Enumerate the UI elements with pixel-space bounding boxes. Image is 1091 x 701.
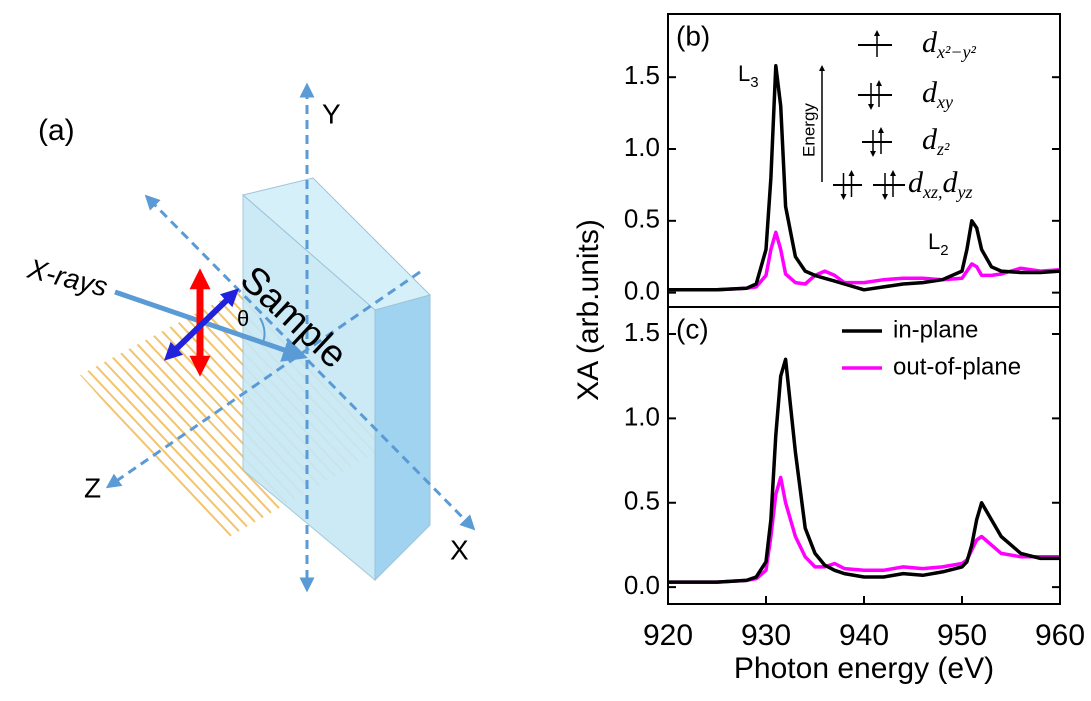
polarization-blue <box>163 288 240 361</box>
grating-line <box>80 370 232 537</box>
inset-axis-label: Energy <box>799 103 818 157</box>
y-tick-label: 0.5 <box>624 486 660 516</box>
orbital-main: d <box>922 26 938 59</box>
plot-frame <box>667 13 1061 308</box>
annotation-text: L <box>928 229 940 254</box>
legend-label: out-of-plane <box>893 353 1021 380</box>
grating-line <box>80 393 192 545</box>
x-tick-label: 930 <box>741 619 791 652</box>
axis-label: X <box>450 534 469 565</box>
data-line <box>668 475 1060 584</box>
grating-line <box>80 379 216 545</box>
orbital-sub: yz <box>956 182 973 202</box>
x-axis-line <box>144 194 476 531</box>
orbital-sub: z² <box>936 139 950 159</box>
x-tick-label: 960 <box>1035 619 1085 652</box>
x-tick-label: 940 <box>839 619 889 652</box>
legend-label: in-plane <box>893 316 978 343</box>
grating-line <box>99 356 256 523</box>
orbital-sub: xz, <box>922 182 943 202</box>
orbital-main: d <box>922 76 938 109</box>
y-tick-label: 1.0 <box>624 401 660 431</box>
y-tick-label: 1.0 <box>624 132 660 162</box>
orbital-main: d <box>908 166 924 199</box>
y-tick-label: 0.0 <box>624 570 660 600</box>
diagram: (a) Y X Z X-rays Sample θ <box>24 82 476 593</box>
y-axis-label: XA (arb.units) <box>572 219 605 401</box>
orbital-sub: xy <box>936 92 953 112</box>
x-tick-label: 920 <box>643 619 693 652</box>
grating-line <box>80 388 200 545</box>
orbital-sub: x²−y² <box>936 42 977 62</box>
y-tick-label: 1.5 <box>624 60 660 90</box>
annotation-sub: 3 <box>750 74 758 91</box>
orbital-main: d <box>943 166 959 199</box>
grating-line <box>80 374 224 542</box>
y-tick-label: 1.5 <box>624 317 660 347</box>
angle-label: θ <box>237 306 249 331</box>
orbital-label: dxz,dyz <box>908 166 973 202</box>
annotation-text: L <box>738 61 750 86</box>
panel-label: (a) <box>38 114 75 147</box>
x-tick-label: 950 <box>937 619 987 652</box>
orbital-main: d <box>922 123 938 156</box>
y-tick-label: 0.0 <box>624 276 660 306</box>
plot-frame <box>667 306 1061 605</box>
grating-line <box>83 365 240 532</box>
data-line <box>668 230 1061 292</box>
panel-label: (b) <box>676 20 710 51</box>
panel-label: (c) <box>676 313 709 344</box>
annotation: L3 <box>738 61 759 91</box>
x-axis-label: Photon energy (eV) <box>734 652 994 685</box>
data-line <box>668 63 1061 292</box>
y-tick-label: 0.5 <box>624 204 660 234</box>
data-line <box>668 357 1060 584</box>
annotation: L2 <box>928 229 949 259</box>
angle-arc <box>259 317 266 346</box>
grating-line <box>80 397 184 545</box>
annotation-sub: 2 <box>940 242 948 259</box>
beam-label: X-rays <box>24 253 111 303</box>
orbital-label: dxy <box>922 76 953 112</box>
z-axis-line <box>105 270 421 489</box>
grating-line <box>80 383 208 545</box>
orbital-label: dx²−y² <box>922 26 977 62</box>
axis-label: Y <box>322 98 341 129</box>
axis-label: Z <box>84 472 101 503</box>
orbital-label: dz² <box>922 123 950 159</box>
